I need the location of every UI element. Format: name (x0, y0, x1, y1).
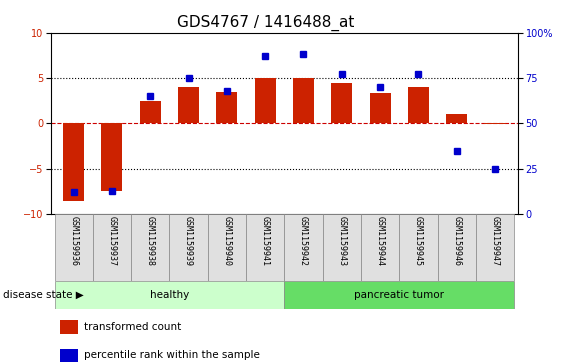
Bar (169, 214, 208, 281)
Bar (446, 114, 467, 123)
Bar (284, 214, 323, 281)
Bar (178, 87, 199, 123)
Title: GDS4767 / 1416488_at: GDS4767 / 1416488_at (177, 15, 354, 31)
Bar (361, 214, 399, 281)
Text: GSM1159947: GSM1159947 (490, 216, 499, 266)
Bar (55, 281, 284, 309)
Text: GSM1159940: GSM1159940 (222, 216, 231, 266)
Bar (408, 87, 429, 123)
Bar (93, 214, 131, 281)
Bar (254, 78, 276, 123)
Bar (60, 320, 78, 334)
Bar (331, 82, 352, 123)
Text: GSM1159936: GSM1159936 (69, 216, 78, 266)
Text: GSM1159946: GSM1159946 (452, 216, 461, 266)
Bar (369, 94, 391, 123)
Text: GSM1159937: GSM1159937 (108, 216, 117, 266)
Text: transformed count: transformed count (84, 322, 181, 332)
Bar (63, 123, 84, 200)
Text: pancreatic tumor: pancreatic tumor (354, 290, 444, 300)
Text: GSM1159938: GSM1159938 (146, 216, 155, 266)
Bar (484, 123, 506, 124)
Text: percentile rank within the sample: percentile rank within the sample (84, 350, 260, 360)
Bar (323, 214, 361, 281)
Bar (437, 214, 476, 281)
Bar (293, 78, 314, 123)
Bar (399, 214, 437, 281)
Bar (101, 123, 123, 192)
Text: GSM1159944: GSM1159944 (376, 216, 385, 266)
Text: GSM1159942: GSM1159942 (299, 216, 308, 266)
Bar (140, 101, 161, 123)
Text: GSM1159939: GSM1159939 (184, 216, 193, 266)
Text: healthy: healthy (150, 290, 189, 300)
Bar (284, 281, 514, 309)
Bar (208, 214, 246, 281)
Text: GSM1159943: GSM1159943 (337, 216, 346, 266)
Text: disease state ▶: disease state ▶ (3, 290, 83, 300)
Bar (476, 214, 514, 281)
Bar (216, 92, 238, 123)
Bar (131, 214, 169, 281)
Bar (246, 214, 284, 281)
Bar (55, 214, 93, 281)
Text: GSM1159941: GSM1159941 (261, 216, 270, 266)
Bar (60, 348, 78, 362)
Text: GSM1159945: GSM1159945 (414, 216, 423, 266)
